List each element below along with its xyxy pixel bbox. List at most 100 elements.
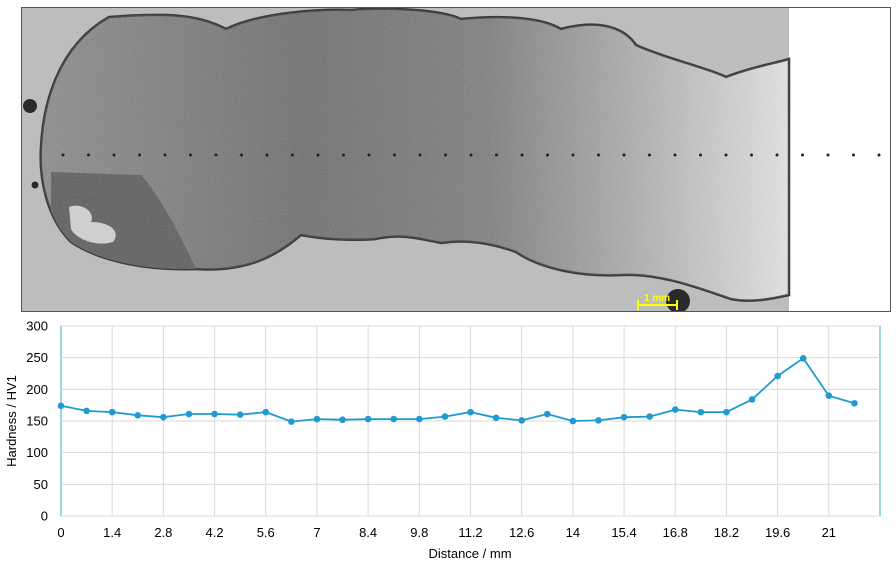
data-point	[262, 408, 270, 416]
x-tick-label: 12.6	[509, 525, 534, 540]
data-point	[543, 410, 551, 418]
indent-mark	[520, 153, 524, 157]
data-point	[748, 396, 756, 403]
indent-mark	[648, 153, 651, 157]
data-point	[288, 418, 295, 425]
indent-mark	[724, 153, 728, 157]
y-tick-label: 100	[26, 445, 48, 460]
indent-mark	[469, 153, 473, 157]
data-point	[774, 372, 781, 380]
indent-mark	[61, 153, 65, 157]
y-tick-label: 50	[34, 477, 48, 492]
y-axis-title: Hardness / HV1	[4, 375, 19, 467]
indent-mark	[87, 153, 90, 157]
data-point	[83, 407, 90, 415]
pore-left-small	[31, 181, 39, 189]
indent-mark	[546, 153, 549, 157]
data-point	[416, 415, 423, 423]
x-tick-label: 8.4	[359, 525, 377, 540]
x-tick-label: 2.8	[154, 525, 172, 540]
indent-mark	[214, 153, 218, 157]
data-point	[799, 355, 807, 362]
data-point	[825, 392, 833, 399]
x-tick-label: 14	[566, 525, 580, 540]
x-tick-label: 0	[57, 525, 64, 540]
y-tick-label: 250	[26, 350, 48, 365]
hardness-chart: 0 50 100 150 200 250 300 0 1.4 2.8 4.2 5.6 7 8.4 9.8 1…	[4, 319, 881, 561]
indent-mark	[826, 153, 830, 157]
indent-mark	[367, 153, 371, 157]
data-point	[134, 412, 142, 419]
data-point	[211, 410, 218, 418]
data-point	[671, 406, 679, 413]
indent-mark	[342, 153, 345, 157]
data-point	[160, 413, 167, 421]
data-point	[518, 417, 525, 424]
data-point	[390, 415, 398, 423]
x-axis-ticks: 0 1.4 2.8 4.2 5.6 7 8.4 9.8 11.2 12.6 14 15.4 16.8 18…	[57, 525, 836, 540]
x-tick-label: 9.8	[410, 525, 428, 540]
data-point	[467, 408, 474, 416]
x-axis-title: Distance / mm	[428, 546, 511, 561]
data-point	[313, 415, 321, 423]
x-tick-label: 7	[313, 525, 320, 540]
x-tick-label: 4.2	[206, 525, 224, 540]
indent-mark	[393, 153, 396, 157]
hardness-series	[57, 355, 858, 425]
x-tick-label: 21	[822, 525, 836, 540]
y-axis-ticks: 0 50 100 150 200 250 300	[26, 319, 48, 524]
data-point	[851, 399, 858, 407]
indent-mark	[699, 153, 702, 157]
data-point	[595, 417, 602, 424]
x-tick-label: 18.2	[714, 525, 739, 540]
data-point	[620, 413, 628, 421]
indent-mark	[265, 153, 269, 157]
data-point	[646, 413, 653, 420]
indent-mark	[444, 153, 447, 157]
hardness-indent-row	[61, 153, 881, 157]
indent-mark	[750, 153, 753, 157]
indent-mark	[316, 153, 320, 157]
x-tick-label: 5.6	[257, 525, 275, 540]
chart-grid	[61, 325, 880, 517]
indent-mark	[673, 153, 677, 157]
series-line	[60, 357, 855, 423]
data-point	[185, 410, 193, 418]
indent-mark	[112, 153, 116, 157]
micrograph-image: 1 mm	[21, 7, 891, 312]
indent-mark	[622, 153, 626, 157]
data-point	[441, 413, 449, 420]
indent-mark	[291, 153, 294, 157]
x-tick-label: 11.2	[458, 525, 482, 540]
x-tick-label: 19.6	[765, 525, 790, 540]
indent-mark	[240, 153, 243, 157]
y-tick-label: 300	[26, 319, 48, 334]
indent-mark	[571, 153, 575, 157]
indent-mark	[877, 153, 881, 157]
indent-mark	[418, 153, 422, 157]
scale-bar: 1 mm	[637, 293, 678, 310]
data-point	[697, 408, 705, 416]
indent-mark	[163, 153, 167, 157]
data-point	[723, 408, 730, 416]
data-point	[108, 408, 116, 416]
y-tick-label: 0	[41, 509, 48, 524]
scale-bar-label: 1 mm	[644, 293, 670, 304]
indent-mark	[495, 153, 498, 157]
indent-mark	[852, 153, 855, 157]
data-point	[569, 417, 577, 425]
y-tick-label: 150	[26, 414, 48, 429]
indent-mark	[801, 153, 804, 157]
x-tick-label: 1.4	[103, 525, 121, 540]
data-point	[339, 416, 346, 424]
pore-left	[23, 99, 37, 113]
indent-mark	[189, 153, 192, 157]
indent-mark	[597, 153, 600, 157]
x-tick-label: 16.8	[663, 525, 688, 540]
x-tick-label: 15.4	[611, 525, 636, 540]
white-region	[789, 7, 891, 312]
data-point	[364, 415, 372, 423]
data-point	[57, 402, 65, 410]
data-point	[236, 411, 244, 418]
indent-mark	[775, 153, 779, 157]
